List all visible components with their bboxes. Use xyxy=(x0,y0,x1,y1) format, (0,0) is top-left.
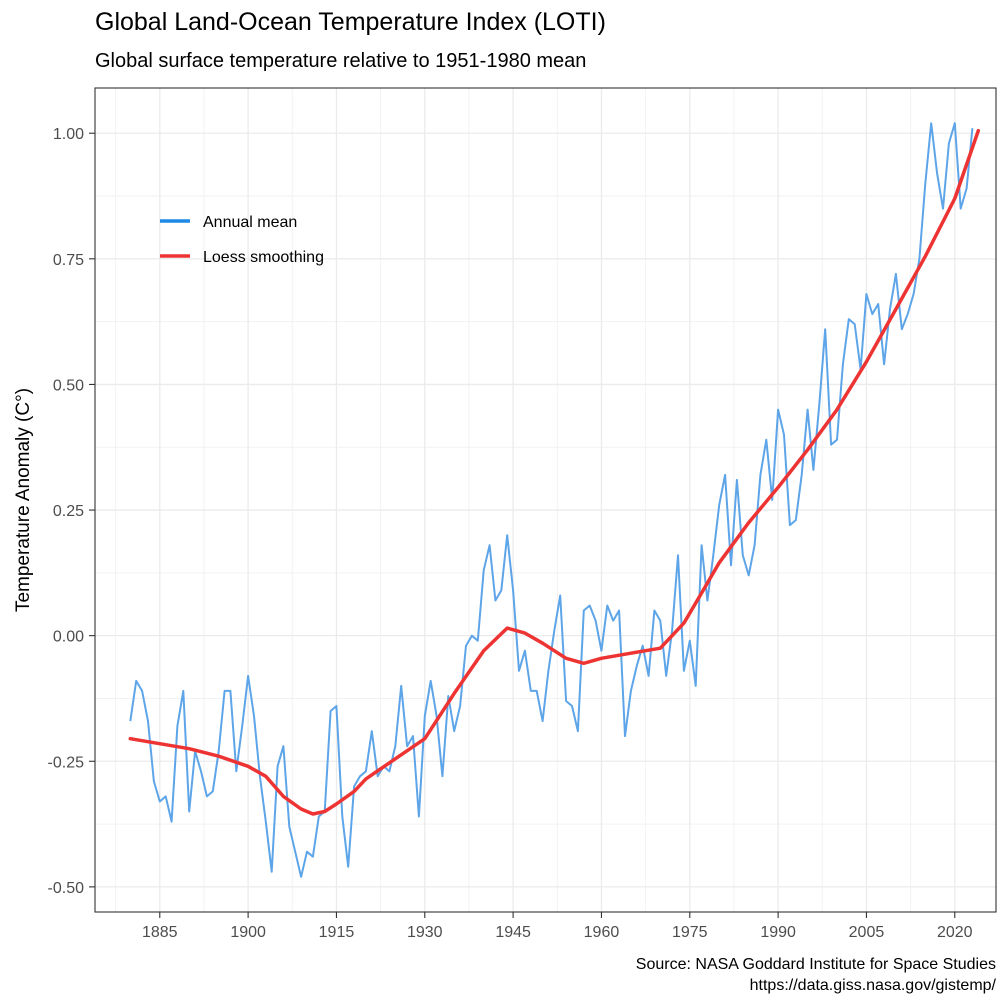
y-tick-label: 0.75 xyxy=(53,252,84,269)
chart-title: Global Land-Ocean Temperature Index (LOT… xyxy=(95,8,606,36)
x-tick-label: 1915 xyxy=(319,924,355,941)
y-tick-label: 0.00 xyxy=(53,629,84,646)
y-tick-label: 1.00 xyxy=(53,126,84,143)
plot-border xyxy=(94,87,997,913)
y-axis-title: Temperature Anomaly (C°) xyxy=(13,388,34,612)
legend-label-loess-smoothing: Loess smoothing xyxy=(203,249,324,266)
legend-label-annual-mean: Annual mean xyxy=(203,214,297,231)
chart-subtitle: Global surface temperature relative to 1… xyxy=(95,50,587,72)
x-tick-label: 1960 xyxy=(584,924,620,941)
caption-url: https://data.giss.nasa.gov/gistemp/ xyxy=(749,977,996,994)
y-tick-label: -0.50 xyxy=(48,880,85,897)
y-tick-label: 0.50 xyxy=(53,377,84,394)
x-tick-label: 1885 xyxy=(142,924,178,941)
x-tick-label: 1975 xyxy=(672,924,708,941)
x-tick-label: 1930 xyxy=(407,924,443,941)
x-tick-label: 1945 xyxy=(495,924,531,941)
y-tick-label: -0.25 xyxy=(48,754,85,771)
axes: 1885 1900 1915 1930 1945 1960 1975 1990 2005 2020… xyxy=(48,126,973,941)
y-tick-label: 0.25 xyxy=(53,503,84,520)
grid xyxy=(95,88,996,912)
plot-panel xyxy=(95,88,996,912)
legend: Annual mean Loess smoothing xyxy=(160,214,324,266)
x-tick-label: 1900 xyxy=(230,924,266,941)
caption-source: Source: NASA Goddard Institute for Space… xyxy=(635,956,996,973)
series-layer xyxy=(128,122,981,878)
x-tick-label: 1990 xyxy=(760,924,796,941)
x-tick-label: 2020 xyxy=(937,924,973,941)
series-line-loess-smoothing xyxy=(128,128,981,816)
x-tick-label: 2005 xyxy=(849,924,885,941)
